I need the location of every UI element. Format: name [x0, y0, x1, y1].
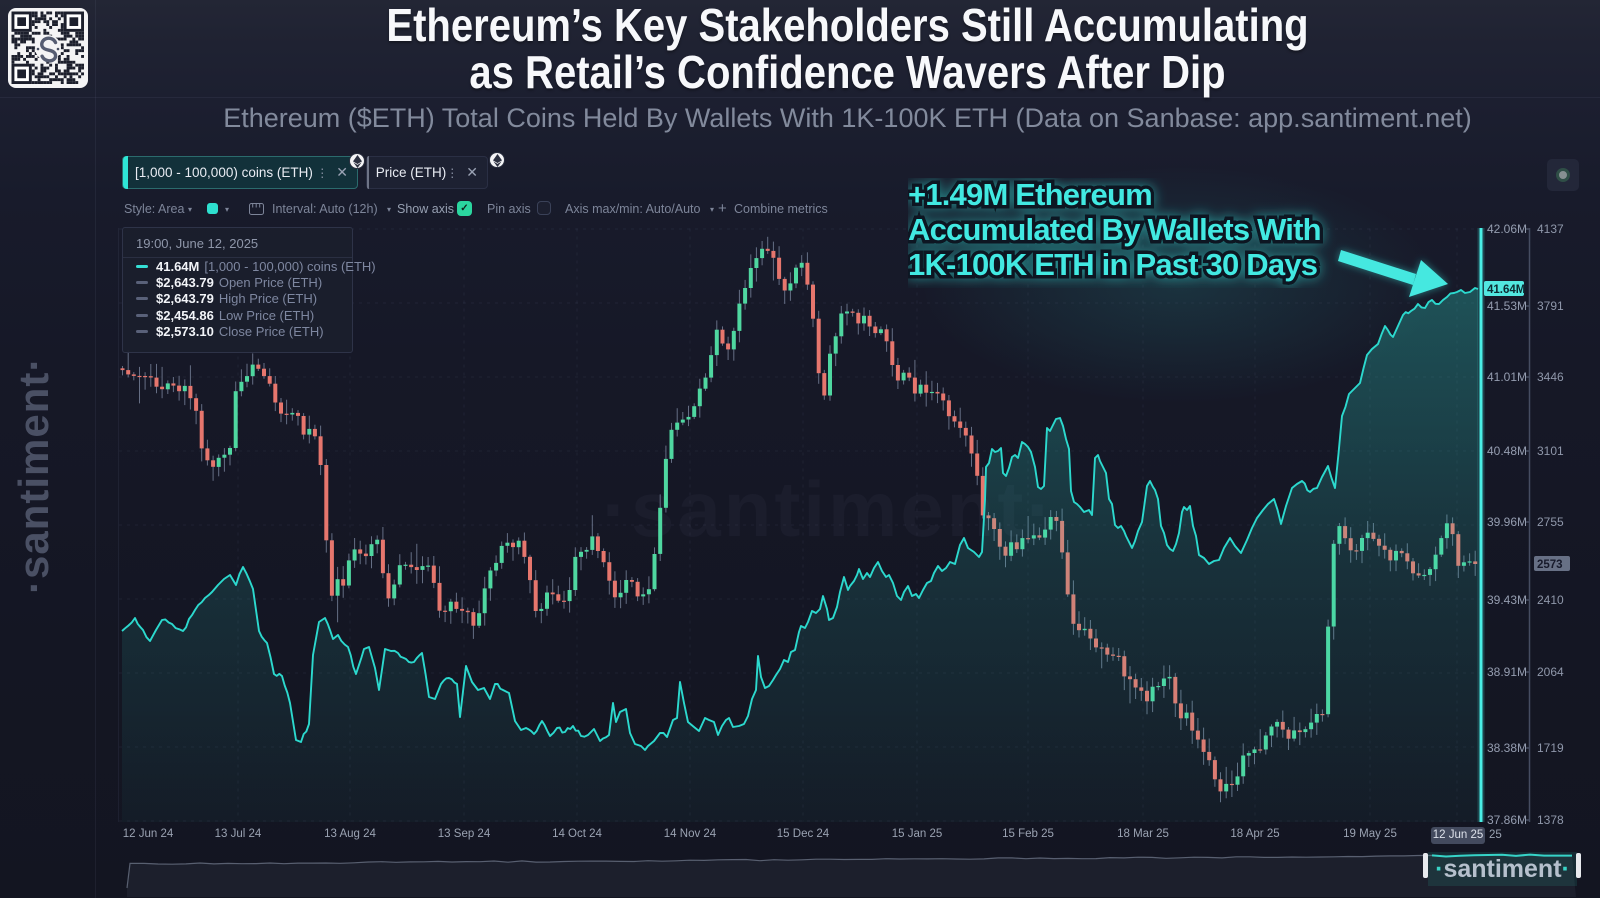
svg-text:38.38M: 38.38M — [1487, 741, 1527, 755]
svg-text:18 Apr 25: 18 Apr 25 — [1230, 828, 1279, 840]
svg-text:13 Aug 24: 13 Aug 24 — [324, 828, 376, 840]
svg-text:42.06M: 42.06M — [1487, 222, 1527, 236]
svg-text:2573: 2573 — [1537, 559, 1563, 571]
svg-text:13 Jul 24: 13 Jul 24 — [215, 828, 262, 840]
svg-text:18 Mar 25: 18 Mar 25 — [1117, 828, 1169, 840]
svg-text:3446: 3446 — [1537, 370, 1564, 384]
svg-text:1719: 1719 — [1537, 741, 1564, 755]
svg-text:19 May 25: 19 May 25 — [1343, 828, 1397, 840]
svg-text:13 Sep 24: 13 Sep 24 — [438, 828, 491, 840]
svg-text:40.48M: 40.48M — [1487, 444, 1527, 458]
svg-text:4137: 4137 — [1537, 222, 1564, 236]
svg-text:3101: 3101 — [1537, 444, 1564, 458]
svg-text:1378: 1378 — [1537, 813, 1564, 827]
svg-text:12 Jun 24: 12 Jun 24 — [123, 828, 174, 840]
svg-text:15 Feb 25: 15 Feb 25 — [1002, 828, 1054, 840]
svg-text:14 Oct 24: 14 Oct 24 — [552, 828, 602, 840]
svg-text:2410: 2410 — [1537, 593, 1564, 607]
svg-text:39.43M: 39.43M — [1487, 593, 1527, 607]
svg-text:41.64M: 41.64M — [1487, 284, 1525, 296]
svg-text:38.91M: 38.91M — [1487, 665, 1527, 679]
svg-text:1K-100K ETH in Past 30 Days: 1K-100K ETH in Past 30 Days — [908, 247, 1317, 282]
svg-text:39.96M: 39.96M — [1487, 515, 1527, 529]
svg-text:2755: 2755 — [1537, 515, 1564, 529]
svg-text:15 Dec 24: 15 Dec 24 — [777, 828, 830, 840]
svg-text:41.53M: 41.53M — [1487, 299, 1527, 313]
svg-text:2064: 2064 — [1537, 665, 1564, 679]
svg-text:15 Jan 25: 15 Jan 25 — [892, 828, 943, 840]
svg-text:3791: 3791 — [1537, 299, 1564, 313]
svg-text:+1.49M Ethereum: +1.49M Ethereum — [908, 178, 1152, 212]
svg-text:37.86M: 37.86M — [1487, 813, 1527, 827]
svg-text:41.01M: 41.01M — [1487, 370, 1527, 384]
svg-text:14 Nov 24: 14 Nov 24 — [664, 828, 717, 840]
svg-text:Accumulated By Wallets With: Accumulated By Wallets With — [908, 212, 1321, 247]
